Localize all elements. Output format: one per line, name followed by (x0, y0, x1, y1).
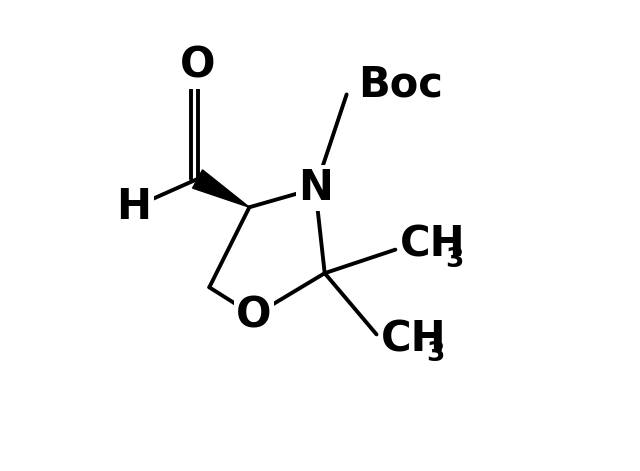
Text: Boc: Boc (358, 64, 442, 106)
Text: N: N (298, 167, 333, 210)
Polygon shape (193, 170, 250, 207)
Text: 3: 3 (426, 341, 444, 367)
Text: O: O (180, 45, 215, 87)
Text: O: O (236, 294, 272, 337)
Text: H: H (116, 186, 152, 228)
Text: CH: CH (400, 224, 466, 266)
Text: 3: 3 (445, 247, 463, 273)
Text: CH: CH (381, 318, 447, 360)
